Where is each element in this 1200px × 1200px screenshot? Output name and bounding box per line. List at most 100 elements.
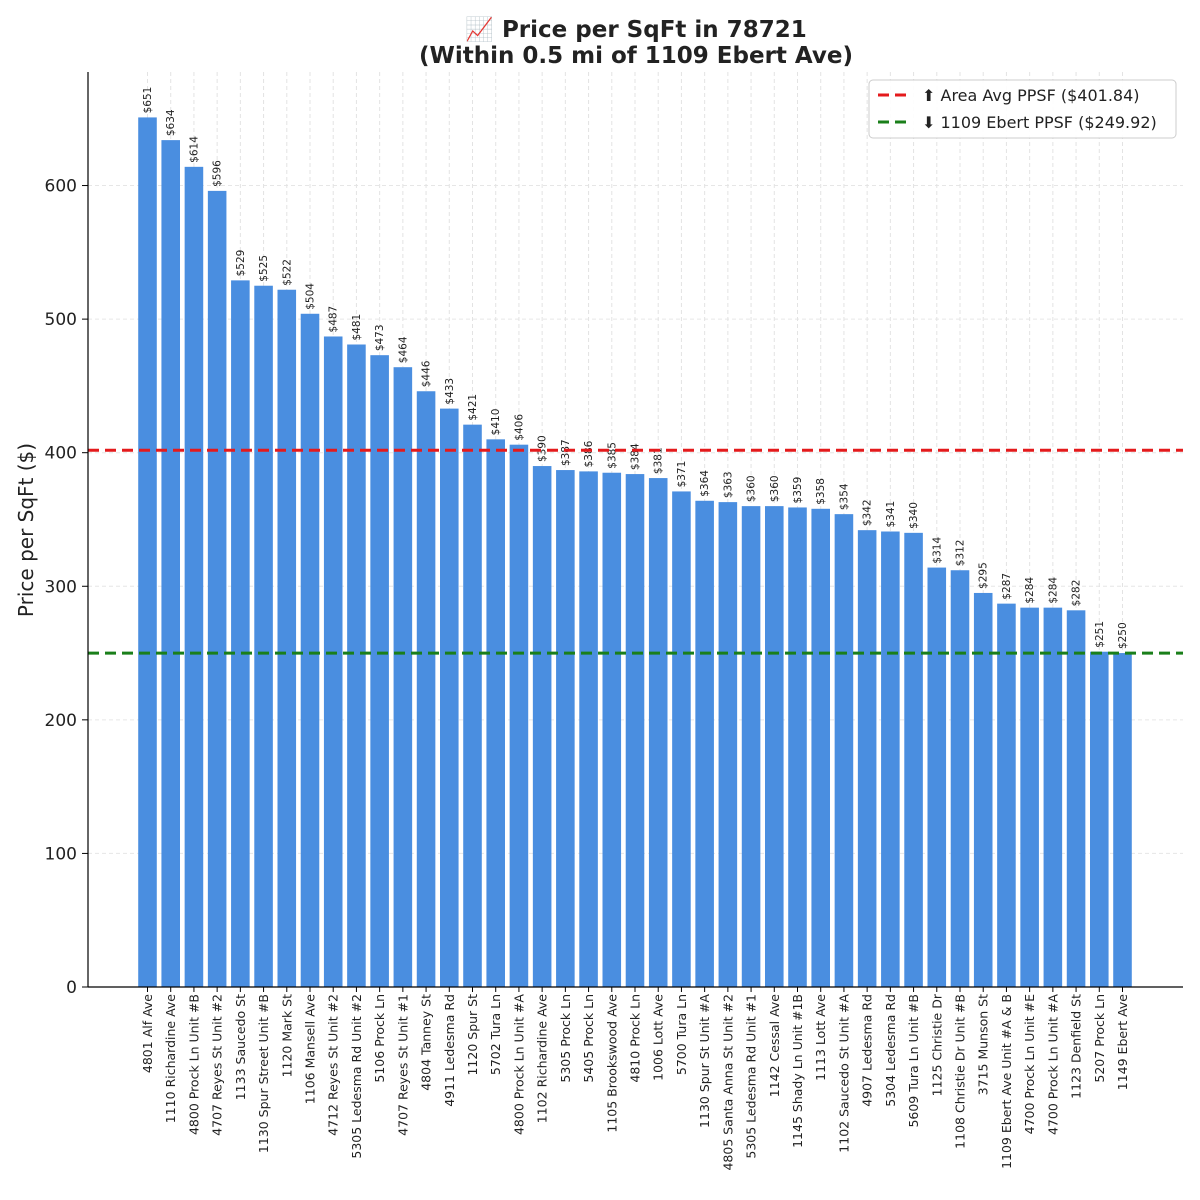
x-tick-label: 4801 Alf Ave (140, 994, 155, 1073)
bar (1020, 607, 1039, 987)
bar (138, 117, 157, 987)
x-tick-label: 4800 Prock Ln Unit #B (186, 994, 201, 1135)
x-tick-label: 1130 Spur Street Unit #B (256, 994, 271, 1153)
bar (277, 289, 297, 987)
data-label: $481 (351, 314, 363, 341)
bar (648, 478, 668, 987)
x-tick-label: 1108 Christie Dr Unit #B (953, 994, 968, 1149)
data-label: $446 (421, 360, 433, 387)
bar (440, 408, 459, 987)
bar (695, 500, 714, 987)
bar (811, 508, 830, 987)
x-tick-label: 4700 Prock Ln Unit #E (1022, 994, 1037, 1134)
bar (718, 502, 738, 987)
bar (486, 439, 505, 987)
data-label: $358 (815, 478, 827, 505)
x-tick-label: 1123 Denfield St (1069, 994, 1084, 1099)
x-tick-label: 1130 Spur St Unit #A (697, 994, 712, 1128)
data-label: $371 (676, 461, 688, 488)
data-label: $464 (397, 336, 409, 363)
data-label: $487 (328, 306, 340, 333)
data-label: $433 (444, 378, 456, 405)
legend-label-area-average: ⬆ Area Avg PPSF ($401.84) (922, 86, 1140, 105)
x-tick-label: 5304 Ledesma Rd (883, 994, 898, 1107)
bar (1113, 653, 1132, 987)
x-tick-label: 5405 Prock Ln (581, 994, 596, 1083)
legend: ⬆ Area Avg PPSF ($401.84) ⬇ 1109 Ebert PP… (868, 79, 1177, 139)
data-label: $390 (537, 435, 549, 462)
data-label: $385 (606, 442, 618, 469)
data-label: $634 (165, 109, 177, 136)
y-axis-label: Price per SqFt ($) (14, 443, 38, 617)
x-tick-label: 5702 Tura Ln (488, 994, 503, 1075)
bar (625, 474, 645, 988)
x-tick-label: 3715 Munson St (976, 994, 991, 1095)
y-tick-label: 300 (45, 577, 77, 597)
x-tick-label: 1133 Saucedo St (233, 994, 248, 1100)
bar (1090, 651, 1109, 987)
reference-lines (88, 448, 1183, 655)
x-tick-label: 1105 Brookswood Ave (604, 994, 619, 1133)
axes: 4801 Alf Ave 1110 Richardine Ave 4800 Proc… (45, 72, 1183, 1171)
bar (393, 367, 413, 988)
x-tick-label: 1102 Richardine Ave (535, 994, 550, 1124)
bar (997, 603, 1016, 987)
bar (532, 466, 552, 987)
x-tick-label: 1142 Cessal Ave (767, 994, 782, 1098)
data-label: $596 (212, 160, 224, 187)
data-label: $421 (467, 394, 479, 421)
data-label: $410 (490, 409, 502, 436)
bar (672, 491, 691, 987)
data-label: $364 (699, 470, 711, 497)
y-tick-label: 400 (45, 444, 77, 464)
y-tick-label: 500 (45, 310, 77, 330)
y-tick-label: 600 (45, 177, 77, 197)
y-tick-label: 200 (45, 711, 77, 731)
data-label: $504 (305, 283, 317, 310)
chart-title-line-1: 📈 Price per SqFt in 78721 (465, 16, 806, 43)
bar (370, 355, 389, 987)
data-label: $529 (235, 250, 247, 277)
data-label: $251 (1094, 621, 1106, 648)
bar (950, 570, 970, 987)
x-tick-label: 4707 Reyes St Unit #1 (395, 994, 410, 1136)
data-label: $363 (722, 471, 734, 498)
x-tick-label: 1145 Shady Ln Unit #1B (790, 994, 805, 1148)
data-label: $284 (1024, 577, 1036, 604)
x-tick-label: 4805 Santa Anna St Unit #2 (720, 994, 735, 1171)
bar (1043, 607, 1063, 987)
bar (161, 140, 180, 987)
data-label: $282 (1071, 580, 1083, 607)
bar (741, 506, 761, 987)
data-label: $312 (955, 540, 967, 567)
data-label: $342 (862, 499, 874, 526)
x-tick-label: 1113 Lott Ave (813, 994, 828, 1081)
data-label: $354 (838, 483, 850, 510)
data-label: $360 (769, 475, 781, 502)
x-tick-label: 4907 Ledesma Rd (860, 994, 875, 1107)
bar (1066, 610, 1086, 987)
x-tick-label: 1120 Spur St (465, 994, 480, 1076)
bar (834, 514, 854, 987)
x-tick-label: 1149 Ebert Ave (1115, 994, 1130, 1091)
bar (463, 424, 482, 987)
data-label: $341 (885, 501, 897, 528)
data-label: $360 (746, 475, 758, 502)
legend-label-subject-property: ⬇ 1109 Ebert PPSF ($249.92) (922, 113, 1157, 132)
y-tick-label: 0 (66, 978, 77, 998)
data-label: $250 (1117, 622, 1129, 649)
data-label: $384 (630, 443, 642, 470)
data-label: $386 (583, 440, 595, 467)
x-tick-label: 4911 Ledesma Rd (442, 994, 457, 1107)
bar (602, 472, 622, 987)
bar (579, 471, 598, 987)
x-tick-label: 5305 Ledesma Rd Unit #1 (744, 994, 759, 1159)
x-tick-label: 4700 Prock Ln Unit #A (1045, 994, 1060, 1135)
data-label: $284 (1047, 577, 1059, 604)
x-tick-label: 5700 Tura Ln (674, 994, 689, 1075)
data-label: $473 (374, 324, 386, 351)
bar (904, 532, 923, 987)
bar (881, 531, 900, 987)
x-tick-label: 4712 Reyes St Unit #2 (326, 994, 341, 1136)
